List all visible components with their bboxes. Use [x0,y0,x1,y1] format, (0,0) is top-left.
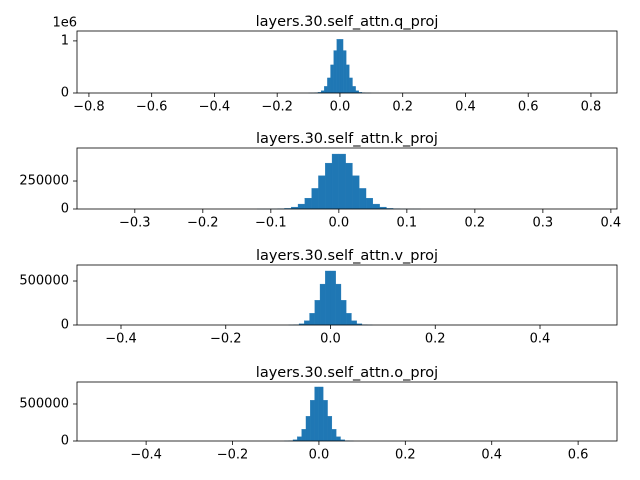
x-tick-label: 0.6 [568,448,589,463]
y-tick-label: 0 [61,202,69,217]
x-tick-label: −0.2 [210,332,242,347]
y-tick-label: 500000 [19,396,69,411]
histogram-bar [346,64,350,94]
histogram-bar [301,429,307,442]
histogram-bar [304,320,310,326]
histogram-bar [333,50,337,94]
histogram-bar [342,50,347,94]
histogram-bar [297,436,302,442]
histogram-bar [330,64,334,94]
x-tick-label: 0.2 [465,216,486,231]
y-tick-label: 0 [61,318,69,333]
x-tick-label: 0.4 [481,448,502,463]
x-tick-label: −0.2 [187,216,219,231]
histogram-bar [339,39,344,94]
histogram-bar [311,188,319,210]
histogram-bar [310,400,315,442]
x-tick-label: −0.4 [105,332,137,347]
x-tick-label: 0.0 [309,448,330,463]
histogram-bar [331,429,337,442]
histogram-bar [323,400,328,442]
axes-frame [76,30,618,94]
y-tick-label: 500000 [19,274,69,289]
x-tick-label: 0.2 [425,332,446,347]
x-tick-label: 0.0 [328,216,349,231]
histogram-bar [336,39,341,94]
histogram-bar [346,313,352,326]
histogram-bar [336,436,341,442]
y-tick-label: 0 [61,86,69,101]
x-tick-label: 0.8 [581,100,602,115]
x-tick-label: −0.3 [119,216,151,231]
histogram-bar [314,386,320,442]
x-tick-label: 0.2 [392,100,413,115]
histogram-bar [335,283,342,326]
histogram-bar [325,270,331,326]
x-tick-label: 0.6 [518,100,539,115]
histogram-bar [318,175,326,210]
y-tick-label: 0 [61,434,69,449]
axes-frame [76,264,618,326]
axes-frame [76,381,618,442]
x-tick-label: 0.1 [397,216,418,231]
x-tick-label: 0.4 [455,100,476,115]
x-tick-label: 0.4 [530,332,551,347]
histogram-bar [305,416,311,442]
histogram-bar [330,270,336,326]
x-tick-label: −0.1 [255,216,287,231]
histogram-bar [352,86,356,94]
histogram-bar [318,386,324,442]
x-tick-label: −0.8 [73,100,105,115]
histogram-bar [349,77,353,94]
chart-title: layers.30.self_attn.v_proj [256,248,438,264]
y-offset-text: 1e6 [52,16,77,31]
histogram-bar [345,162,353,210]
histogram-bar [327,77,331,94]
histogram-bar [324,86,328,94]
histogram-bar [340,300,347,326]
x-tick-label: −0.4 [199,100,231,115]
x-tick-label: −0.2 [261,100,293,115]
x-tick-label: 0.2 [395,448,416,463]
histogram-bar [372,203,380,210]
x-tick-label: −0.2 [217,448,249,463]
x-tick-label: 0.0 [320,332,341,347]
y-tick-label: 250000 [19,174,69,189]
x-tick-label: 0.0 [330,100,351,115]
chart-title: layers.30.self_attn.o_proj [256,365,438,381]
histogram-bar [314,300,321,326]
histogram-bar [365,197,373,210]
x-tick-label: −0.4 [130,448,162,463]
histogram-bar [309,313,315,326]
x-tick-label: −0.6 [136,100,168,115]
axes-frame [76,147,618,210]
histogram-bar [325,162,333,210]
histogram-bar [351,320,357,326]
histogram-bar [331,153,339,210]
y-tick-label: 1 [61,33,69,48]
x-tick-label: 0.4 [601,216,622,231]
x-tick-label: 0.3 [533,216,554,231]
chart-title: layers.30.self_attn.k_proj [256,131,438,147]
histogram-bar [352,175,360,210]
histogram-bar [338,153,346,210]
histogram-bar [297,203,305,210]
histogram-bar [327,416,333,442]
histogram-bar [319,283,326,326]
histogram-bar [359,188,367,210]
chart-title: layers.30.self_attn.q_proj [256,14,439,30]
histogram-bar [304,197,312,210]
